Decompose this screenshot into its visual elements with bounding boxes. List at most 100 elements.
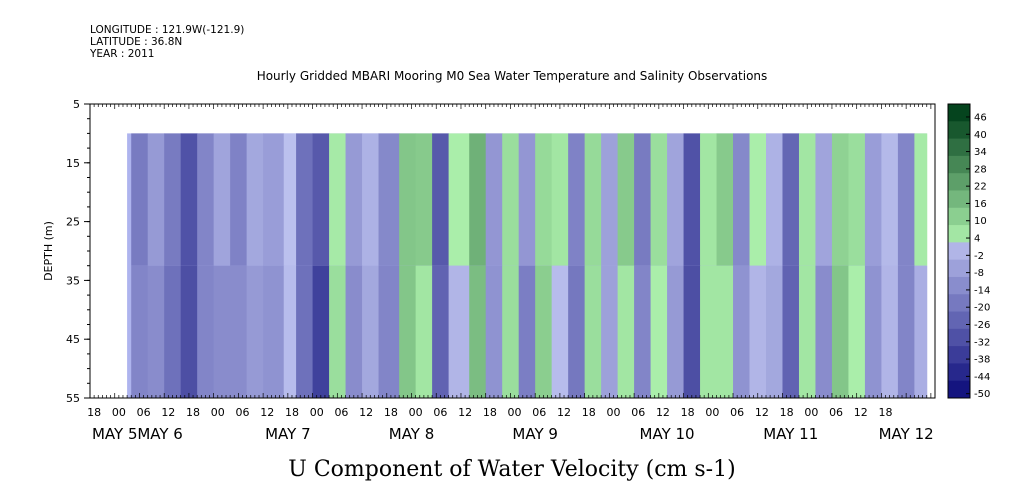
heatmap-cell: [716, 265, 734, 398]
heatmap-cell: [329, 265, 347, 398]
heatmap-cell: [345, 133, 363, 266]
heatmap-cell: [197, 133, 215, 266]
heatmap-cell: [164, 133, 182, 266]
colorbar-swatch: [948, 225, 970, 243]
x-hour-label: 06: [137, 406, 151, 419]
colorbar-swatch: [948, 259, 970, 278]
colorbar-swatch: [948, 190, 970, 209]
colorbar-swatch: [948, 380, 970, 399]
heatmap-cell: [782, 133, 800, 266]
heatmap-cell: [815, 265, 833, 398]
longitude-label: LONGITUDE : 121.9W(-121.9): [90, 24, 245, 36]
colorbar-label: 10: [974, 216, 987, 227]
heatmap-cell: [296, 133, 314, 266]
heatmap-cell: [650, 133, 668, 266]
colorbar-label: -32: [974, 337, 990, 348]
heatmap-cell: [230, 133, 248, 266]
x-hour-label: 00: [508, 406, 522, 419]
x-axis-title: U Component of Water Velocity (cm s-1): [288, 457, 735, 482]
heatmap-cell: [897, 265, 915, 398]
x-hour-label: 12: [359, 406, 373, 419]
x-hour-label: 18: [384, 406, 398, 419]
x-hour-label: 00: [606, 406, 620, 419]
colorbar-label: -20: [974, 303, 990, 314]
heatmap-cell: [448, 265, 470, 398]
x-hour-label: 06: [730, 406, 744, 419]
heatmap-cell: [815, 133, 833, 266]
heatmap-cell: [798, 133, 816, 266]
x-hour-label: 00: [409, 406, 423, 419]
heatmap-cell: [329, 133, 347, 266]
y-tick-label: 35: [66, 274, 80, 287]
heatmap-cell: [485, 133, 503, 266]
heatmap-cell: [864, 265, 882, 398]
heatmap-cell: [147, 265, 165, 398]
colorbar-swatch: [948, 294, 970, 313]
heatmap-cell: [345, 265, 363, 398]
colorbar-label: -50: [974, 389, 990, 400]
heatmap-cell: [848, 133, 866, 266]
heatmap-cell: [634, 133, 652, 266]
year-label: YEAR : 2011: [90, 48, 155, 60]
x-date-label: MAY 5: [92, 425, 138, 443]
heatmap-cell: [831, 133, 849, 266]
heatmap-cell: [263, 265, 285, 398]
x-date-label: MAY 7: [265, 425, 311, 443]
heatmap-cell: [448, 133, 470, 266]
colorbar-swatch: [948, 207, 970, 226]
heatmap-cell: [766, 133, 783, 266]
heatmap-cell: [535, 265, 553, 398]
y-tick-label: 55: [66, 392, 80, 405]
heatmap-cell: [617, 133, 635, 266]
x-hour-label: 06: [631, 406, 645, 419]
x-hour-label: 12: [755, 406, 769, 419]
heatmap-cell: [831, 265, 849, 398]
x-date-label: MAY 6: [137, 425, 183, 443]
latitude-label: LATITUDE : 36.8N: [90, 36, 183, 48]
colorbar-frame: [947, 103, 971, 399]
heatmap-cell: [914, 265, 928, 398]
x-hour-label: 18: [87, 406, 101, 419]
heatmap-cell: [296, 265, 314, 398]
colorbar-swatch: [948, 311, 970, 330]
heatmap-cell: [147, 133, 165, 266]
heatmap-cell: [180, 265, 198, 398]
heatmap-cell: [881, 133, 899, 266]
heatmap-cell: [213, 133, 231, 266]
colorbar-label: -38: [974, 355, 990, 366]
heatmap-cell: [897, 133, 915, 266]
colorbar-swatch: [948, 328, 970, 347]
heatmap-cell: [432, 265, 450, 398]
heatmap-cell: [246, 265, 264, 398]
heatmap-cell: [362, 265, 380, 398]
x-hour-label: 06: [236, 406, 250, 419]
x-hour-label: 06: [433, 406, 447, 419]
x-hour-label: 06: [829, 406, 843, 419]
heatmap-cell: [362, 133, 380, 266]
colorbar-swatch: [948, 242, 970, 261]
x-hour-label: 18: [582, 406, 596, 419]
y-tick-label: 5: [73, 98, 80, 111]
colorbar-label: 4: [974, 234, 980, 245]
heatmap-cell: [432, 133, 450, 266]
x-hour-label: 18: [186, 406, 200, 419]
heatmap-cell: [378, 265, 400, 398]
heatmap-cell: [584, 133, 602, 266]
x-hour-label: 18: [681, 406, 695, 419]
heatmap-cell: [667, 265, 685, 398]
heatmap-cell: [716, 133, 734, 266]
heatmap-cell: [584, 265, 602, 398]
colorbar-label: -14: [974, 285, 990, 296]
colorbar-label: -26: [974, 320, 990, 331]
heatmap-cell: [283, 265, 297, 398]
y-axis-label: DEPTH (m): [42, 221, 55, 281]
colorbar-swatch: [948, 138, 970, 157]
y-tick-label: 15: [66, 157, 80, 170]
heatmap-cell: [131, 265, 149, 398]
heatmap-cell: [246, 133, 264, 266]
heatmap-cell: [213, 265, 231, 398]
x-hour-label: 12: [458, 406, 472, 419]
x-axis: 18 00 06 12 18 00 06 12 18 00 06 12 18 00 06 12 18 00 06 12…: [87, 104, 936, 443]
x-date-label: MAY 9: [512, 425, 558, 443]
colorbar-label: 46: [974, 112, 987, 123]
